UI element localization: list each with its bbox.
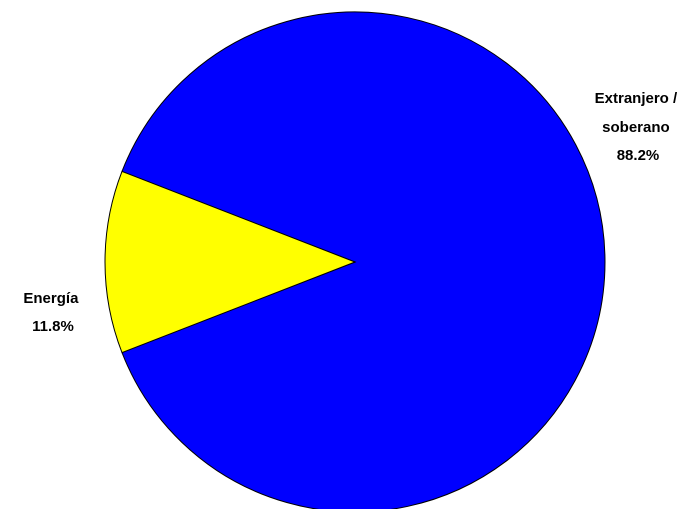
slice-extranjero-soberano [121,11,606,509]
slice-value-extranjero: 88.2% [617,147,660,164]
slice-energia [104,170,357,354]
pie-slices [104,11,606,509]
slice-label-energia-line-1: Energía [23,290,79,307]
slice-label-extranjero-line-2: soberano [602,119,670,136]
slice-label-extranjero-line-1: Extranjero / [595,90,678,107]
slice-label-energia: Energía 11.8% [23,290,82,335]
slice-value-energia: 11.8% [32,318,74,335]
pie-labels: Extranjero / soberano 88.2% Energía 11.8… [23,90,682,335]
slice-label-extranjero: Extranjero / soberano 88.2% [595,90,682,164]
